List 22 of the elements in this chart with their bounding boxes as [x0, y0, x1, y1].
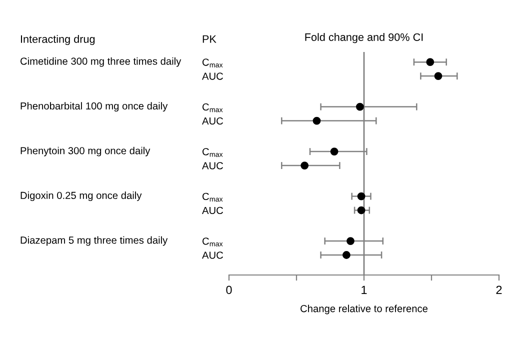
y-tick-label: C$_{max}$: [202, 238, 223, 246]
y-tick-label: C$_{max}$: [202, 103, 223, 112]
text: Phenytoin 300 mg once daily: [20, 146, 150, 156]
x-tick-label: 2: [496, 286, 502, 294]
y-tick-label: AUC: [202, 206, 224, 214]
y-tick-label: AUC: [202, 72, 224, 80]
y-tick-label: C$_{max}$: [202, 148, 223, 157]
text: PK: [202, 35, 216, 43]
x-tick-label: 0: [226, 286, 232, 294]
chart-title: Fold change and 90% CI: [305, 33, 423, 44]
x-axis-title: Change relative to reference: [300, 304, 428, 314]
x-tick-label: 1: [362, 286, 367, 294]
text: Digoxin 0.25 mg once daily: [20, 192, 142, 202]
y-tick-label: AUC: [202, 252, 224, 259]
y-tick-label: C$_{max}$: [202, 192, 223, 202]
text: Diazepam 5 mg three times daily: [20, 236, 168, 246]
text: Cimetidine 300 mg three times daily: [20, 57, 182, 67]
y-tick-label: AUC: [202, 117, 224, 125]
y-tick-label: C$_{max}$: [202, 58, 223, 68]
text: Phenobarbital 100 mg once daily: [20, 102, 168, 112]
text: Interacting drug: [21, 34, 95, 46]
y-tick-label: AUC: [202, 162, 224, 170]
